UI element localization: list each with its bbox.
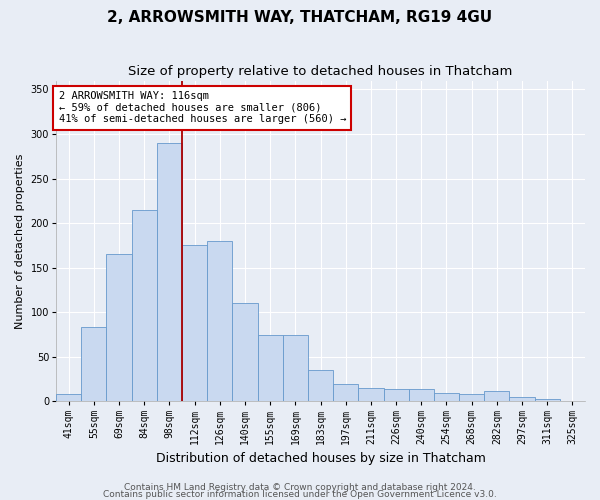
- Bar: [131, 210, 157, 402]
- Bar: [358, 388, 383, 402]
- Bar: [383, 389, 409, 402]
- Bar: [157, 143, 182, 402]
- Bar: [257, 334, 283, 402]
- Bar: [333, 384, 358, 402]
- Bar: [82, 328, 106, 402]
- Text: 2, ARROWSMITH WAY, THATCHAM, RG19 4GU: 2, ARROWSMITH WAY, THATCHAM, RG19 4GU: [107, 10, 493, 25]
- Text: 2 ARROWSMITH WAY: 116sqm
← 59% of detached houses are smaller (806)
41% of semi-: 2 ARROWSMITH WAY: 116sqm ← 59% of detach…: [59, 92, 346, 124]
- Bar: [535, 399, 560, 402]
- Bar: [484, 391, 509, 402]
- Bar: [56, 394, 82, 402]
- X-axis label: Distribution of detached houses by size in Thatcham: Distribution of detached houses by size …: [155, 452, 485, 465]
- Bar: [434, 392, 459, 402]
- Bar: [106, 254, 131, 402]
- Bar: [409, 389, 434, 402]
- Text: Contains public sector information licensed under the Open Government Licence v3: Contains public sector information licen…: [103, 490, 497, 499]
- Text: Contains HM Land Registry data © Crown copyright and database right 2024.: Contains HM Land Registry data © Crown c…: [124, 484, 476, 492]
- Bar: [182, 246, 207, 402]
- Title: Size of property relative to detached houses in Thatcham: Size of property relative to detached ho…: [128, 65, 513, 78]
- Bar: [459, 394, 484, 402]
- Bar: [308, 370, 333, 402]
- Bar: [283, 334, 308, 402]
- Bar: [207, 241, 232, 402]
- Bar: [509, 397, 535, 402]
- Y-axis label: Number of detached properties: Number of detached properties: [15, 154, 25, 328]
- Bar: [560, 400, 585, 402]
- Bar: [232, 304, 257, 402]
